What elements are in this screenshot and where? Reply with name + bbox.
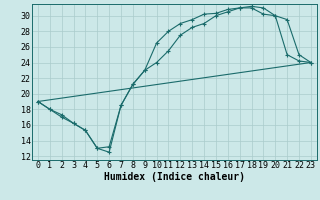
X-axis label: Humidex (Indice chaleur): Humidex (Indice chaleur) [104, 172, 245, 182]
